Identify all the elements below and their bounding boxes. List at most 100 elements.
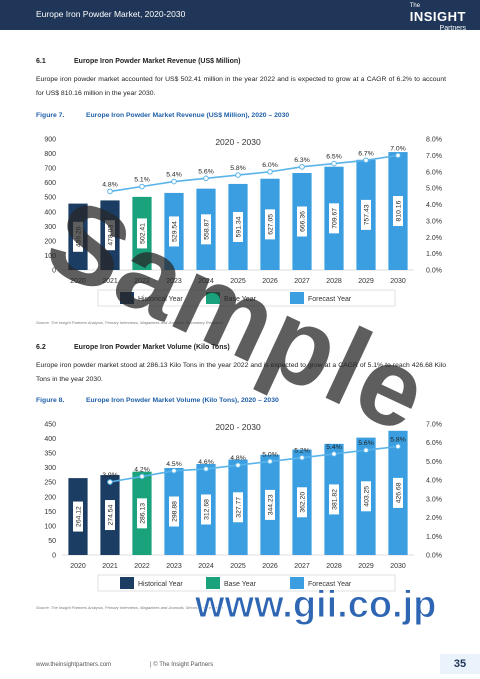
x-tick-label: 2030 [390,278,406,285]
source-note: Source: The Insight Partners Analysis, P… [36,605,224,610]
y2-tick-label: 6.0% [426,440,442,447]
y2-tick-label: 2.0% [426,515,442,522]
line-marker [395,443,401,450]
line-marker [299,454,305,461]
legend-label: Historical Year [138,296,183,303]
line-label: 3.9% [102,472,118,479]
section-number: 6.2 [36,344,46,351]
y2-tick-label: 3.0% [426,218,442,225]
data-label: 456.26 [75,226,82,247]
data-label: 403.25 [363,486,370,507]
chart-title: 2020 - 2030 [215,422,261,432]
line-marker [395,152,401,159]
legend-label: Historical Year [138,581,183,588]
data-label-box [201,494,211,525]
section-heading: Europe Iron Powder Market Revenue (US$ M… [74,58,241,65]
line-marker [331,160,337,167]
data-label-box [265,489,275,520]
data-label: 558.87 [203,219,210,240]
y2-tick-label: 5.0% [426,186,442,193]
y-tick-label: 150 [44,509,56,516]
data-label: 344.23 [267,494,274,515]
line-marker [235,172,241,178]
y-tick-label: 400 [44,209,56,216]
y2-tick-label: 1.0% [426,534,442,541]
line-marker [267,168,273,175]
x-tick-label: 2026 [262,563,278,570]
y-tick-label: 100 [44,253,56,260]
x-tick-label: 2021 [102,278,118,285]
y2-tick-label: 4.0% [426,202,442,209]
data-label: 666.36 [299,211,306,232]
x-tick-label: 2024 [198,563,214,570]
line-marker [171,467,177,474]
legend-swatch [120,292,134,304]
line [109,445,399,483]
data-label-box [297,487,307,518]
y-tick-label: 450 [44,422,56,429]
y2-tick-label: 1.0% [426,251,442,258]
data-label-box [265,209,275,240]
data-label: 274.54 [107,504,114,525]
x-tick-label: 2020 [70,563,86,570]
x-tick-label: 2022 [134,563,150,570]
x-tick-label: 2025 [230,563,246,570]
data-label-box [297,206,307,237]
line-label: 4.8% [230,455,246,462]
data-label: 757.43 [363,204,370,225]
data-label-box [73,221,83,252]
line [109,154,399,193]
y2-tick-label: 3.0% [426,496,442,503]
y2-tick-label: 0.0% [426,553,442,560]
line-label: 7.0% [390,145,406,152]
line-label: 5.8% [390,436,406,443]
line-marker [203,175,209,182]
legend-swatch [206,292,220,304]
line-label: 5.4% [326,444,342,451]
data-label-box [169,216,179,247]
y-tick-label: 50 [48,538,56,545]
data-label-box [361,199,371,230]
y-tick-label: 0 [52,553,56,560]
data-label: 312.68 [203,499,210,520]
y-tick-label: 600 [44,180,56,187]
figure-label: Figure 7. [36,112,65,119]
chart-title: 2020 - 2030 [215,137,261,147]
data-label: 591.34 [235,216,242,237]
logo: The INSIGHT Partners [410,3,466,32]
y-tick-label: 200 [44,238,56,245]
y-tick-label: 700 [44,166,56,173]
line-label: 4.6% [198,459,214,466]
line-label: 5.6% [358,440,374,447]
line-marker [139,183,145,190]
section-heading: Europe Iron Powder Market Volume (Kilo T… [74,344,230,351]
y-tick-label: 800 [44,151,56,158]
figure-label: Figure 8. [36,397,65,404]
y2-tick-label: 7.0% [426,422,442,429]
line-label: 5.4% [166,172,182,179]
y2-tick-label: 7.0% [426,153,442,160]
data-label: 264.12 [75,506,82,527]
legend-label: Base Year [224,296,257,303]
y-tick-label: 250 [44,480,56,487]
logo-sub: Partners [439,25,466,32]
y2-tick-label: 0.0% [426,268,442,275]
chart: 2020 - 2030 0 50 100 150 200 250 300 350 400 450 0.… [44,422,442,592]
data-label: 627.05 [267,214,274,235]
data-label-box [201,214,211,245]
y-tick-label: 900 [44,137,56,144]
x-tick-label: 2021 [102,563,118,570]
y-tick-label: 200 [44,494,56,501]
line-label: 6.0% [262,162,278,169]
data-label-box [105,500,115,531]
legend-swatch [206,577,220,589]
line-label: 5.0% [262,451,278,458]
x-tick-label: 2027 [294,563,310,570]
data-label: 381.82 [331,489,338,510]
data-label-box [137,498,147,529]
section-number: 6.1 [36,58,46,65]
logo-small: The [409,3,421,9]
y2-tick-label: 2.0% [426,235,442,242]
figure-title: Europe Iron Powder Market Volume (Kilo T… [86,397,279,404]
line-marker [267,458,273,465]
